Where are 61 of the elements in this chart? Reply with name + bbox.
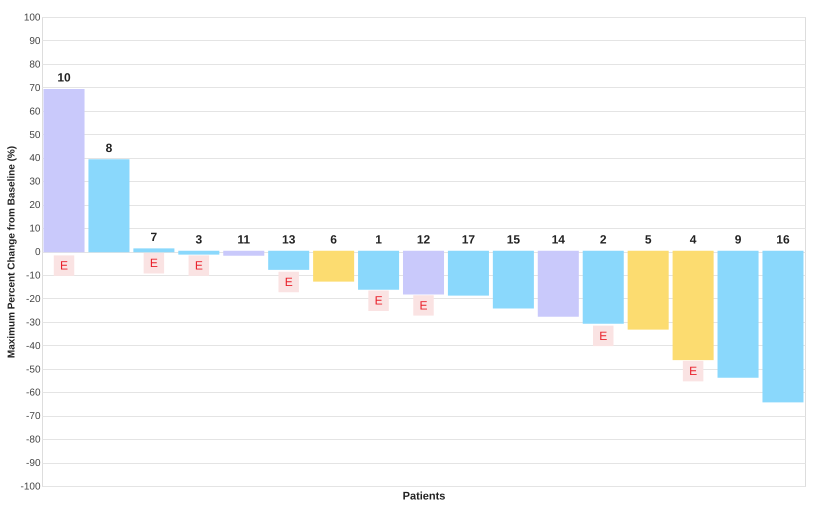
x-tick-label: 7: [150, 230, 158, 244]
y-axis-title: Maximum Percent Change from Baseline (%): [6, 146, 18, 358]
bar: [88, 159, 130, 252]
annotation: E: [374, 294, 383, 308]
y-tick-label: -20: [26, 294, 41, 305]
y-tick-label: 0: [34, 247, 41, 258]
bar: [762, 250, 804, 402]
bar: [313, 250, 354, 282]
y-tick-label: -30: [26, 317, 41, 328]
y-tick-label: -40: [26, 340, 41, 352]
annotation: E: [599, 328, 608, 343]
bar: [43, 88, 85, 252]
x-tick-label: 9: [734, 232, 742, 246]
bar: [628, 250, 669, 330]
bar: [223, 250, 264, 256]
bar: [178, 250, 220, 255]
x-tick-label: 2: [600, 232, 607, 246]
bar: [492, 250, 534, 309]
x-tick-label: 3: [195, 232, 202, 246]
x-tick-label: 11: [237, 232, 250, 246]
annotation: E: [419, 298, 428, 312]
y-tick-label: 100: [24, 12, 41, 24]
bar: [718, 250, 759, 378]
y-tick-label: -50: [26, 364, 41, 376]
y-tick-label: 30: [29, 176, 41, 188]
annotation: E: [194, 258, 203, 273]
annotation: E: [284, 274, 293, 289]
y-tick-label: 60: [29, 106, 41, 118]
y-tick-label: -90: [26, 458, 41, 470]
annotation: E: [689, 364, 698, 378]
x-tick-label: 1: [375, 232, 382, 246]
annotation: E: [150, 256, 158, 270]
x-tick-label: 15: [506, 232, 520, 246]
y-tick-label: -60: [26, 388, 41, 399]
x-axis-title: Patients: [402, 490, 446, 502]
y-tick-label: 50: [29, 130, 41, 141]
bar: [582, 250, 624, 324]
y-tick-label: 70: [29, 82, 41, 94]
bar: [448, 250, 489, 296]
x-tick-label: 4: [690, 232, 697, 246]
y-tick-label: 90: [29, 36, 41, 47]
bar: [538, 250, 579, 317]
x-tick-label: 12: [416, 232, 430, 246]
x-tick-label: 16: [776, 232, 790, 246]
y-tick-label: -100: [20, 482, 41, 492]
y-tick-label: -10: [26, 270, 41, 282]
y-tick-label: 20: [29, 200, 41, 212]
x-tick-label: 13: [282, 232, 296, 246]
x-tick-label: 5: [644, 232, 652, 246]
y-tick-label: -80: [26, 434, 41, 446]
x-tick-label: 8: [106, 141, 113, 156]
annotation: E: [60, 258, 68, 273]
y-tick-label: 40: [29, 153, 41, 164]
y-tick-label: 80: [29, 59, 41, 70]
bar: [133, 248, 174, 252]
x-tick-label: 17: [462, 232, 476, 246]
x-tick-label: 14: [552, 232, 566, 246]
x-tick-label: 6: [330, 232, 338, 246]
y-tick-label: 10: [29, 224, 41, 235]
y-tick-label: -70: [26, 411, 41, 422]
bar: [268, 250, 310, 270]
